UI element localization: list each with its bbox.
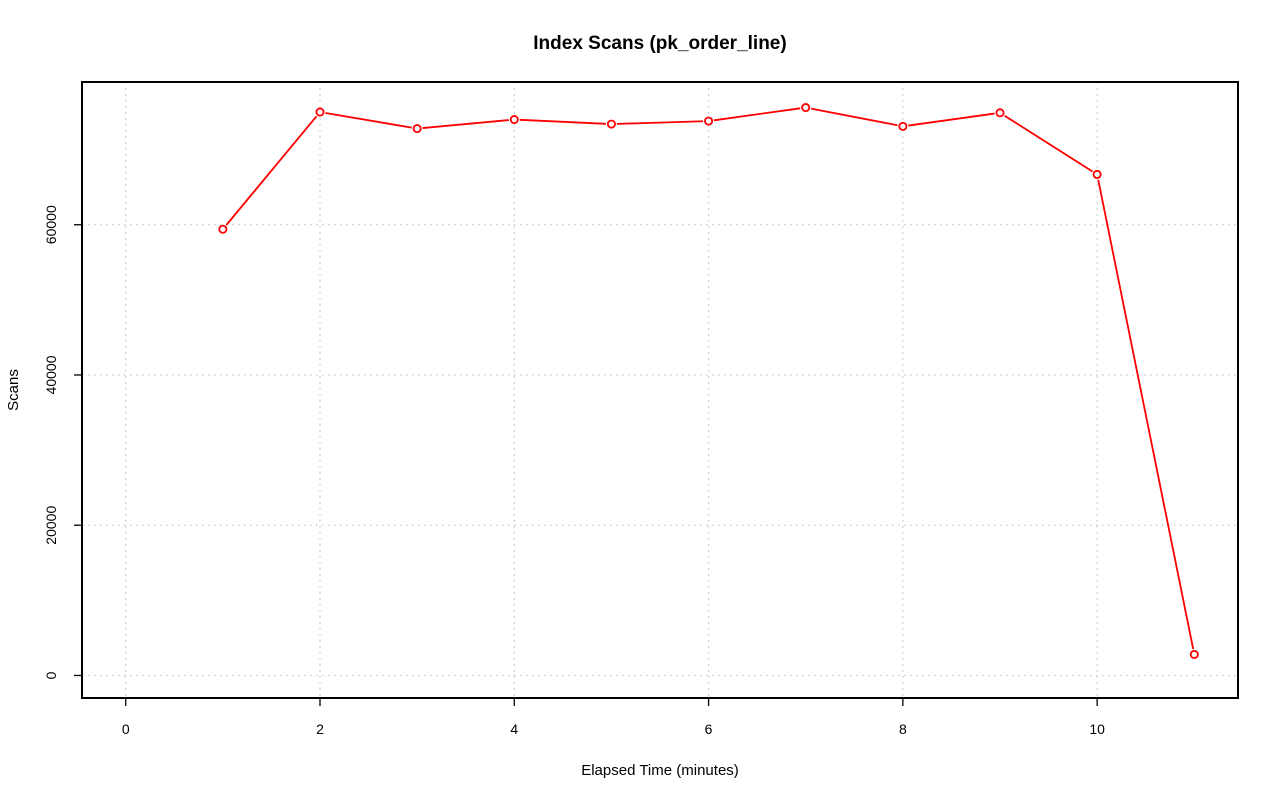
data-point (412, 124, 422, 134)
line-segment (1097, 179, 1195, 650)
data-point (995, 108, 1005, 118)
data-point (898, 121, 908, 131)
series-layer (218, 103, 1199, 659)
y-tick-label: 60000 (43, 205, 59, 244)
chart-title: Index Scans (pk_order_line) (533, 33, 786, 54)
data-point (704, 116, 714, 126)
data-point (315, 107, 325, 117)
data-point (509, 115, 519, 125)
data-point (1092, 169, 1102, 179)
x-tick-label: 6 (705, 721, 713, 737)
x-tick-label: 4 (510, 721, 518, 737)
grid-lines (82, 82, 1238, 698)
y-axis: 0 20000 40000 60000 (43, 205, 82, 679)
plot-frame (81, 81, 1239, 699)
series-line (218, 103, 1199, 659)
data-point (1189, 649, 1199, 659)
x-axis: 0 2 4 6 8 10 (122, 698, 1105, 737)
x-tick-label: 0 (122, 721, 130, 737)
x-axis-label: Elapsed Time (minutes) (581, 762, 739, 779)
y-tick-label: 0 (43, 671, 59, 679)
line-segment (1004, 114, 1093, 173)
x-tick-label: 2 (316, 721, 324, 737)
y-tick-label: 20000 (43, 506, 59, 545)
line-segment (713, 107, 801, 122)
x-tick-label: 8 (899, 721, 907, 737)
line-segment (616, 120, 704, 125)
line-segment (422, 119, 509, 129)
y-tick-label: 40000 (43, 355, 59, 394)
line-segment (519, 118, 606, 125)
data-point (801, 103, 811, 113)
data-point (606, 119, 616, 129)
line-segment (225, 115, 318, 226)
line-segment (325, 112, 412, 129)
line-segment (810, 107, 898, 127)
data-point (218, 224, 228, 234)
line-segment (908, 112, 995, 127)
y-axis-label: Scans (5, 369, 22, 411)
x-tick-label: 10 (1089, 721, 1105, 737)
